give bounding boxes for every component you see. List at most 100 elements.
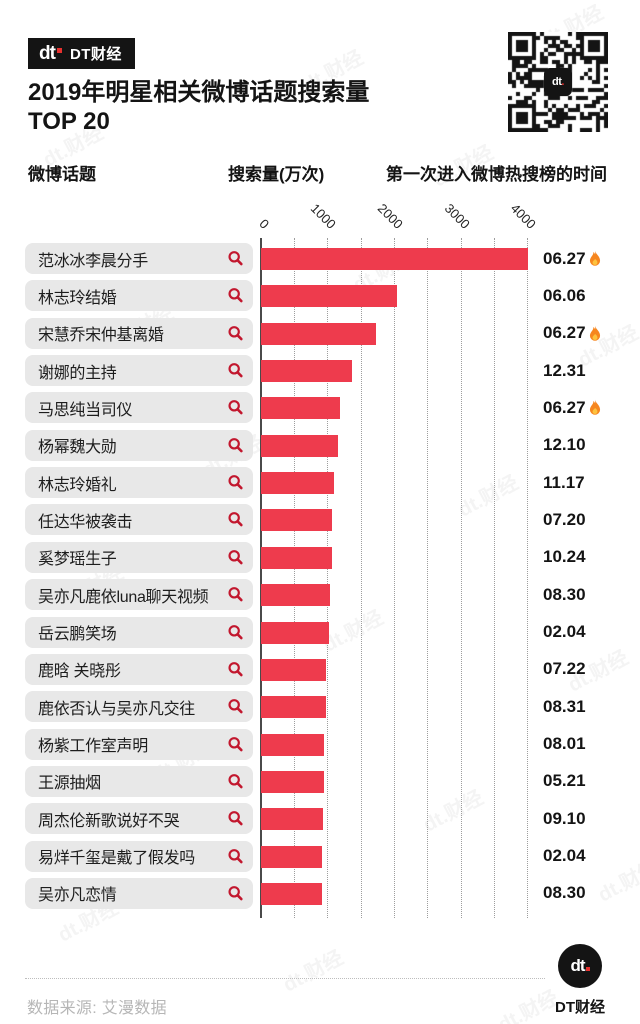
first-hot-date: 08.30 xyxy=(543,883,586,903)
first-hot-date: 05.21 xyxy=(543,771,586,791)
first-hot-date: 10.24 xyxy=(543,547,586,567)
topic-search-chip[interactable]: 奚梦瑶生子 xyxy=(25,541,253,573)
search-icon[interactable] xyxy=(227,661,244,678)
first-hot-date: 06.27 xyxy=(543,323,602,343)
x-axis-tick-label: 0 xyxy=(256,215,273,232)
topic-search-chip[interactable]: 鹿晗 关晓彤 xyxy=(25,653,253,685)
qr-center-logo: dt. xyxy=(544,68,572,96)
topic-search-chip[interactable]: 鹿依否认与吴亦凡交往 xyxy=(25,691,253,723)
topic-label: 奚梦瑶生子 xyxy=(38,551,117,569)
table-row: 奚梦瑶生子 10.24 xyxy=(0,541,640,573)
topic-label: 林志玲结婚 xyxy=(38,289,117,307)
first-hot-date-text: 05.21 xyxy=(543,771,586,791)
search-volume-bar xyxy=(261,845,322,868)
column-header-topic: 微博话题 xyxy=(28,165,96,184)
topic-search-chip[interactable]: 吴亦凡恋情 xyxy=(25,877,253,909)
table-row: 任达华被袭击 07.20 xyxy=(0,504,640,536)
topic-search-chip[interactable]: 吴亦凡鹿依luna聊天视频 xyxy=(25,579,253,611)
fire-icon xyxy=(588,399,602,416)
topic-search-chip[interactable]: 任达华被袭击 xyxy=(25,504,253,536)
gridline xyxy=(393,238,395,918)
x-axis-tick-label: 3000 xyxy=(441,200,473,232)
first-hot-date: 06.06 xyxy=(543,286,586,306)
topic-search-chip[interactable]: 岳云鹏笑场 xyxy=(25,616,253,648)
search-volume-bar xyxy=(261,770,324,793)
search-icon[interactable] xyxy=(227,773,244,790)
first-hot-date: 07.22 xyxy=(543,659,586,679)
first-hot-date-text: 12.31 xyxy=(543,360,586,380)
topic-label: 范冰冰李晨分手 xyxy=(38,252,148,270)
table-row: 周杰伦新歌说好不哭 09.10 xyxy=(0,803,640,835)
table-row: 宋慧乔宋仲基离婚 06.27 xyxy=(0,317,640,349)
gridline xyxy=(360,238,362,918)
search-volume-bar xyxy=(261,285,398,308)
first-hot-date: 07.20 xyxy=(543,510,586,530)
brand-logo-glyph: dt xyxy=(39,43,56,64)
topic-label: 易烊千玺是戴了假发吗 xyxy=(38,850,196,868)
first-hot-date-text: 07.20 xyxy=(543,509,586,529)
first-hot-date: 09.10 xyxy=(543,809,586,829)
first-hot-date-text: 06.27 xyxy=(543,248,586,268)
topic-label: 吴亦凡恋情 xyxy=(38,887,117,905)
topic-search-chip[interactable]: 马思纯当司仪 xyxy=(25,392,253,424)
first-hot-date-text: 06.06 xyxy=(543,285,586,305)
topic-search-chip[interactable]: 范冰冰李晨分手 xyxy=(25,243,253,274)
brand-logo-name: DT财经 xyxy=(69,46,122,63)
topic-label: 任达华被袭击 xyxy=(38,513,133,531)
topic-label: 马思纯当司仪 xyxy=(38,401,133,419)
first-hot-date: 08.30 xyxy=(543,585,586,605)
search-icon[interactable] xyxy=(227,810,244,827)
topic-label: 王源抽烟 xyxy=(38,775,101,793)
search-icon[interactable] xyxy=(227,549,244,566)
table-row: 杨紫工作室声明 08.01 xyxy=(0,728,640,760)
column-header-volume: 搜索量(万次) xyxy=(228,165,325,184)
search-icon[interactable] xyxy=(227,698,244,715)
search-volume-bar xyxy=(261,509,332,532)
search-icon[interactable] xyxy=(227,586,244,603)
topic-search-chip[interactable]: 杨幂魏大勋 xyxy=(25,429,253,461)
topic-search-chip[interactable]: 林志玲婚礼 xyxy=(25,467,253,499)
topic-search-chip[interactable]: 杨紫工作室声明 xyxy=(25,728,253,760)
search-icon[interactable] xyxy=(227,287,244,304)
topic-label: 周杰伦新歌说好不哭 xyxy=(38,812,180,830)
search-icon[interactable] xyxy=(227,325,244,342)
data-source-text: 数据来源: 艾漫数据 xyxy=(27,1000,167,1017)
topic-search-chip[interactable]: 易烊千玺是戴了假发吗 xyxy=(25,840,253,872)
first-hot-date-text: 10.24 xyxy=(543,547,586,567)
topic-label: 杨紫工作室声明 xyxy=(38,738,148,756)
watermark-text: dt.财经 xyxy=(279,946,348,997)
search-icon[interactable] xyxy=(227,474,244,491)
topic-search-chip[interactable]: 林志玲结婚 xyxy=(25,280,253,312)
search-icon[interactable] xyxy=(227,624,244,641)
topic-label: 岳云鹏笑场 xyxy=(38,626,117,643)
search-volume-bar xyxy=(261,733,324,756)
topic-search-chip[interactable]: 宋慧乔宋仲基离婚 xyxy=(25,317,253,349)
search-icon[interactable] xyxy=(227,437,244,454)
topic-label: 杨幂魏大勋 xyxy=(38,439,117,457)
page-title-line1: 2019年明星相关微博话题搜索量 xyxy=(28,79,370,106)
topic-label: 宋慧乔宋仲基离婚 xyxy=(38,327,164,345)
first-hot-date: 08.31 xyxy=(543,697,586,717)
table-row: 岳云鹏笑场 02.04 xyxy=(0,616,640,648)
gridline xyxy=(493,238,495,918)
search-icon[interactable] xyxy=(227,511,244,528)
search-icon[interactable] xyxy=(227,848,244,865)
search-volume-bar xyxy=(261,808,324,831)
search-icon[interactable] xyxy=(227,736,244,753)
topic-search-chip[interactable]: 谢娜的主持 xyxy=(25,355,253,387)
search-icon[interactable] xyxy=(227,362,244,379)
first-hot-date-text: 08.31 xyxy=(543,696,586,716)
first-hot-date: 12.10 xyxy=(543,435,586,455)
table-row: 杨幂魏大勋 12.10 xyxy=(0,429,640,461)
search-icon[interactable] xyxy=(227,885,244,902)
search-volume-bar xyxy=(261,882,322,905)
search-icon[interactable] xyxy=(227,250,244,267)
gridline xyxy=(327,238,329,918)
table-row: 谢娜的主持 12.31 xyxy=(0,355,640,387)
search-icon[interactable] xyxy=(227,399,244,416)
topic-search-chip[interactable]: 周杰伦新歌说好不哭 xyxy=(25,803,253,835)
footer-logo-dot-icon xyxy=(585,967,590,971)
topic-search-chip[interactable]: 王源抽烟 xyxy=(25,765,253,797)
topic-label: 林志玲婚礼 xyxy=(38,476,117,494)
x-axis-tick-label: 4000 xyxy=(508,200,540,232)
